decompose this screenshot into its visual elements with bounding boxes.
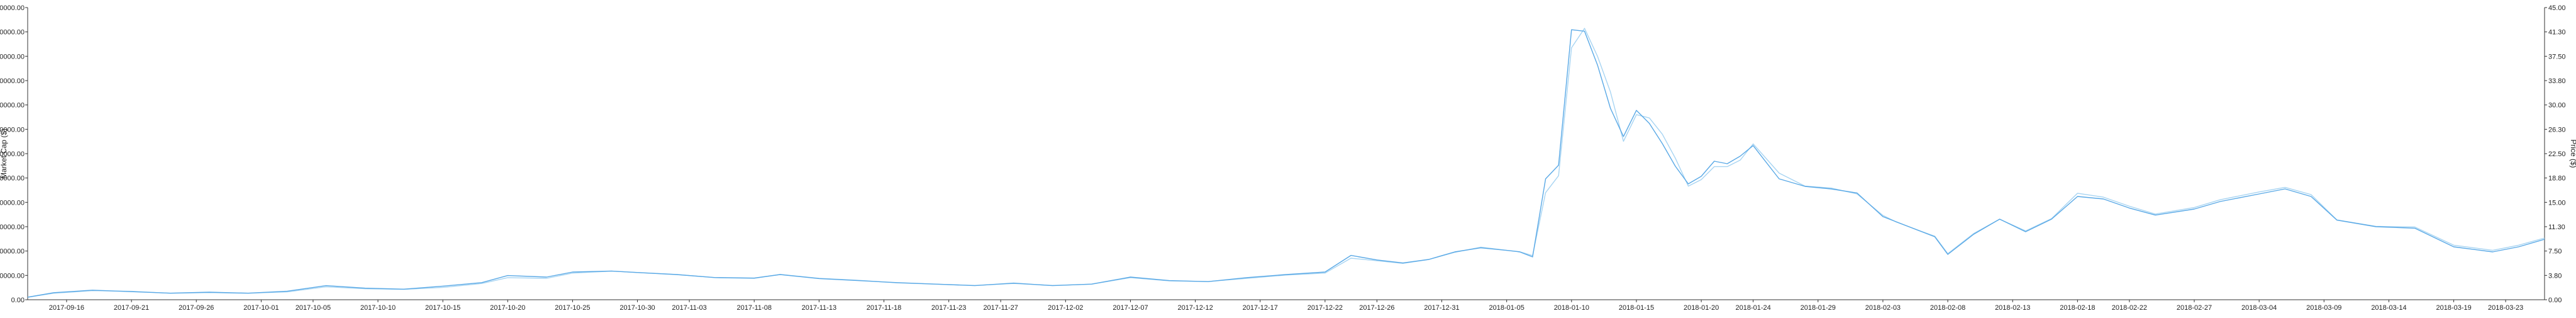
x-tick-label: 2017-12-12	[1177, 304, 1213, 312]
right-tick-label: 0.00	[2548, 297, 2562, 304]
x-tick-label: 2017-09-16	[49, 304, 84, 312]
left-tick-label: 145000000.00	[0, 224, 25, 231]
x-tick-label: 2018-01-20	[1684, 304, 1719, 312]
right-axis-label: Price ($)	[2569, 139, 2576, 168]
right-tick-label: 45.00	[2548, 4, 2566, 12]
x-tick-label: 2018-02-03	[1865, 304, 1901, 312]
x-tick-label: 2017-10-20	[490, 304, 525, 312]
price-series-line	[27, 28, 2545, 298]
x-tick-label: 2017-10-30	[619, 304, 655, 312]
x-tick-label: 2017-09-26	[179, 304, 214, 312]
x-tick-label: 2018-02-18	[2060, 304, 2095, 312]
left-axis-label: Market Cap ($)	[0, 128, 8, 179]
x-tick-label: 2017-10-05	[296, 304, 331, 312]
x-tick-label: 2017-10-25	[555, 304, 590, 312]
x-tick-label: 2017-11-23	[931, 304, 966, 312]
right-tick-label: 41.30	[2548, 29, 2566, 37]
left-tick-label: 242000000.00	[0, 175, 25, 183]
right-axis-ticks: 0.00 3.80 7.50 11.30 15.00 18.80 22.50 26.30 30.…	[2545, 4, 2566, 304]
x-tick-label: 2017-10-15	[425, 304, 460, 312]
right-tick-label: 11.30	[2548, 224, 2565, 231]
x-tick-label: 2018-02-27	[2177, 304, 2212, 312]
x-tick-label: 2017-10-10	[360, 304, 396, 312]
left-tick-label: 387000000.00	[0, 102, 25, 110]
x-tick-label: 2017-09-21	[114, 304, 149, 312]
x-tick-label: 2018-02-13	[1995, 304, 2030, 312]
left-tick-label: 339000000.00	[0, 126, 25, 133]
x-tick-label: 2017-12-22	[1307, 304, 1343, 312]
x-tick-label: 2018-01-24	[1735, 304, 1770, 312]
right-tick-label: 26.30	[2548, 126, 2566, 133]
left-tick-label: 532000000.00	[0, 29, 25, 37]
x-tick-label: 2018-03-04	[2241, 304, 2277, 312]
left-tick-label: 97000000.00	[0, 248, 25, 256]
x-tick-label: 2017-11-18	[867, 304, 901, 312]
x-tick-label: 2018-02-08	[1930, 304, 1965, 312]
market-cap-series-line	[27, 29, 2545, 298]
x-tick-label: 2017-11-27	[983, 304, 1018, 312]
x-tick-label: 2017-12-31	[1424, 304, 1459, 312]
x-tick-label: 2018-01-05	[1489, 304, 1524, 312]
x-tick-label: 2017-11-08	[736, 304, 771, 312]
x-tick-label: 2018-03-09	[2306, 304, 2341, 312]
x-tick-label: 2017-10-01	[243, 304, 279, 312]
right-tick-label: 3.80	[2548, 272, 2562, 280]
left-tick-label: 194000000.00	[0, 199, 25, 207]
x-tick-label: 2018-03-19	[2436, 304, 2471, 312]
series-layer	[27, 28, 2545, 298]
right-tick-label: 22.50	[2548, 150, 2566, 158]
x-tick-label: 2018-03-14	[2371, 304, 2406, 312]
right-tick-label: 30.00	[2548, 102, 2566, 110]
x-axis-ticks: 2017-09-16 2017-09-21 2017-09-26 2017-10-01…	[49, 300, 2523, 312]
left-tick-label: 580000000.00	[0, 4, 25, 12]
right-tick-label: 37.50	[2548, 53, 2566, 60]
left-tick-label: 49000000.00	[0, 272, 25, 280]
x-tick-label: 2017-11-03	[672, 304, 706, 312]
x-tick-label: 2018-02-22	[2112, 304, 2147, 312]
left-tick-label: 0.00	[11, 297, 25, 304]
x-tick-label: 2018-01-29	[1801, 304, 1836, 312]
x-tick-label: 2017-12-26	[1359, 304, 1394, 312]
left-axis-ticks: 0.00 49000000.00 97000000.00 145000000.00 19…	[0, 4, 28, 304]
left-tick-label: 435000000.00	[0, 77, 25, 85]
right-tick-label: 18.80	[2548, 175, 2566, 183]
x-tick-label: 2017-11-13	[802, 304, 836, 312]
right-tick-label: 33.80	[2548, 77, 2566, 85]
x-tick-label: 2017-12-07	[1113, 304, 1148, 312]
right-tick-label: 7.50	[2548, 248, 2562, 256]
x-tick-label: 2017-12-02	[1048, 304, 1083, 312]
left-tick-label: 484000000.00	[0, 53, 25, 60]
right-tick-label: 15.00	[2548, 199, 2566, 207]
x-tick-label: 2017-12-17	[1243, 304, 1278, 312]
x-tick-label: 2018-01-15	[1619, 304, 1654, 312]
left-tick-label: 290000000.00	[0, 150, 25, 158]
x-tick-label: 2018-03-23	[2488, 304, 2523, 312]
x-tick-label: 2018-01-10	[1554, 304, 1589, 312]
